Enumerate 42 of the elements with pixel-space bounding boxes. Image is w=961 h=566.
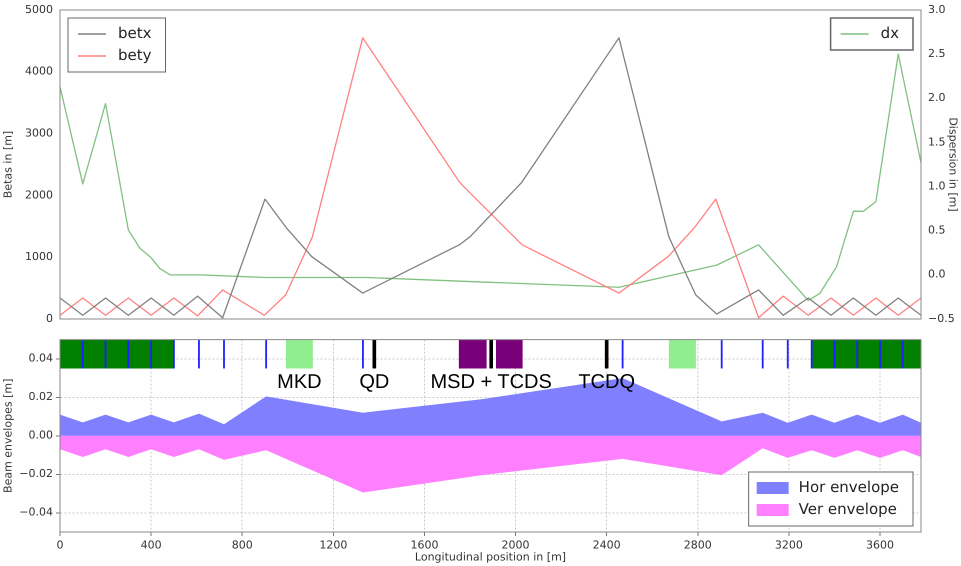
y2-tick-label: −0.5 xyxy=(928,312,955,325)
y-tick-label: 3000 xyxy=(25,126,53,140)
y-tick-label: 0.02 xyxy=(28,390,53,404)
y2-tick-label: 1.0 xyxy=(928,179,946,192)
y-tick-label: 1000 xyxy=(25,250,53,264)
legend-label: Ver envelope xyxy=(798,500,897,518)
x-tick-label: 0 xyxy=(56,538,64,552)
x-tick-label: 1600 xyxy=(410,538,438,552)
y-axis-title: Beam envelopes [m] xyxy=(1,378,14,493)
legend-label: betx xyxy=(118,24,152,42)
y-tick-label: −0.04 xyxy=(19,506,53,519)
band-label: MKD xyxy=(277,370,322,393)
legend-label: dx xyxy=(880,24,900,42)
x-tick-label: 2400 xyxy=(592,538,621,552)
band-label: QD xyxy=(359,370,390,393)
y-tick-label: 0.00 xyxy=(28,428,53,442)
x-tick-label: 2800 xyxy=(684,538,712,552)
y-tick-label: 4000 xyxy=(25,64,53,78)
y-tick-label: 5000 xyxy=(25,2,53,16)
x-tick-label: 3600 xyxy=(866,538,894,552)
y2-tick-label: 0.5 xyxy=(928,224,946,237)
y2-tick-label: 3.0 xyxy=(928,2,946,16)
y2-axis-title: Dispersion in [m] xyxy=(946,117,960,212)
x-tick-label: 400 xyxy=(140,538,162,552)
y2-tick-label: 1.5 xyxy=(928,135,946,148)
x-axis-title: Longitudinal position in [m] xyxy=(414,550,566,564)
x-tick-label: 3200 xyxy=(774,538,803,552)
y-tick-label: −0.02 xyxy=(19,467,53,480)
x-tick-label: 1200 xyxy=(319,538,348,552)
band-label: TCDQ xyxy=(578,370,636,393)
band-label: MSD + TCDS xyxy=(430,370,552,393)
y-tick-label: 0 xyxy=(46,312,53,325)
y2-tick-label: 2.0 xyxy=(928,91,946,104)
y2-tick-label: 0.0 xyxy=(928,268,946,281)
legend-label: Hor envelope xyxy=(798,478,899,496)
y2-tick-label: 2.5 xyxy=(928,47,946,60)
y-axis-title: Betas in [m] xyxy=(1,130,14,198)
y-tick-label: 2000 xyxy=(25,188,53,202)
x-tick-label: 2000 xyxy=(502,538,530,552)
legend-label: bety xyxy=(118,46,152,64)
x-tick-label: 800 xyxy=(232,538,253,552)
y-tick-label: 0.04 xyxy=(28,352,53,365)
